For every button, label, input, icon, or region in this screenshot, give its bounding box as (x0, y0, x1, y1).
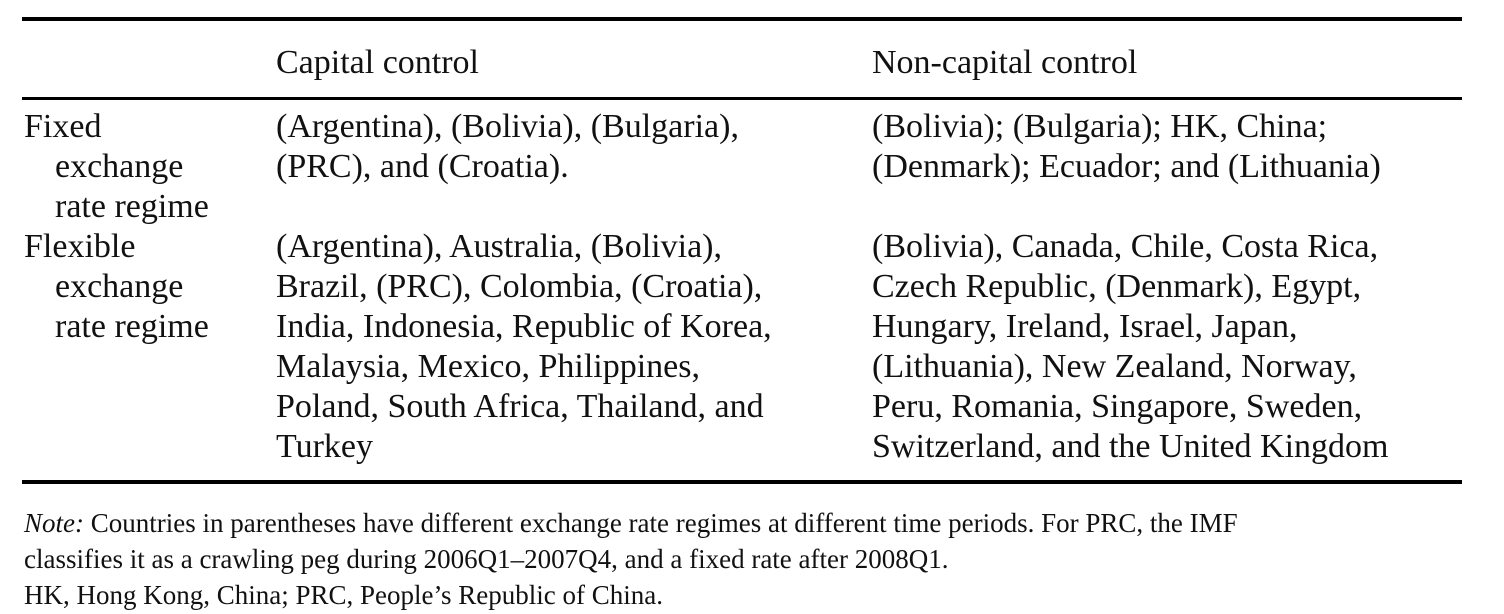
note-label: Note: (24, 508, 84, 538)
table-top-rule (22, 17, 1462, 21)
row-label-line: rate regime (55, 188, 209, 225)
row-label-line: exchange (55, 268, 184, 305)
cell-line: (Argentina), (Bolivia), (Bulgaria), (276, 108, 739, 145)
cell-line: Hungary, Ireland, Israel, Japan, (872, 308, 1298, 345)
abbreviations-note: HK, Hong Kong, China; PRC, People’s Repu… (24, 580, 663, 610)
table-bottom-rule (22, 480, 1462, 484)
cell-line: Switzerland, and the United Kingdom (872, 428, 1389, 465)
cell-line: (Denmark); Ecuador; and (Lithuania) (872, 148, 1381, 185)
cell-line: (Bolivia); (Bulgaria); HK, China; (872, 108, 1328, 145)
cell-line: (PRC), and (Croatia). (276, 148, 569, 185)
row-label-line: Fixed (24, 108, 102, 145)
header-rule (22, 97, 1462, 100)
table-notes: Note: Countries in parentheses have diff… (24, 505, 1238, 613)
flexible-non-capital-control-cell: (Bolivia), Canada, Chile, Costa Rica, Cz… (872, 227, 1389, 467)
cell-line: Czech Republic, (Denmark), Egypt, (872, 268, 1362, 305)
cell-line: Malaysia, Mexico, Philippines, (276, 348, 701, 385)
cell-line: India, Indonesia, Republic of Korea, (276, 308, 772, 345)
cell-line: (Bolivia), Canada, Chile, Costa Rica, (872, 228, 1379, 265)
fixed-non-capital-control-cell: (Bolivia); (Bulgaria); HK, China; (Denma… (872, 107, 1381, 187)
row-label-line: exchange (55, 148, 184, 185)
cell-line: Peru, Romania, Singapore, Sweden, (872, 388, 1363, 425)
fixed-capital-control-cell: (Argentina), (Bolivia), (Bulgaria), (PRC… (276, 107, 739, 187)
cell-line: Turkey (276, 428, 373, 465)
cell-line: (Argentina), Australia, (Bolivia), (276, 228, 722, 265)
row-label-flexible: Flexible exchange rate regime (24, 227, 209, 347)
header-capital-control: Capital control (276, 44, 480, 81)
row-label-line: rate regime (55, 308, 209, 345)
row-label-fixed: Fixed exchange rate regime (24, 107, 209, 227)
header-non-capital-control: Non-capital control (872, 44, 1138, 81)
flexible-capital-control-cell: (Argentina), Australia, (Bolivia), Brazi… (276, 227, 772, 467)
cell-line: Brazil, (PRC), Colombia, (Croatia), (276, 268, 763, 305)
row-label-line: Flexible (24, 228, 136, 265)
note-paragraph: Note: Countries in parentheses have diff… (24, 505, 1238, 541)
note-text: Countries in parentheses have different … (84, 508, 1238, 538)
note-text-continued: classifies it as a crawling peg during 2… (24, 544, 949, 574)
cell-line: Poland, South Africa, Thailand, and (276, 388, 764, 425)
cell-line: (Lithuania), New Zealand, Norway, (872, 348, 1357, 385)
